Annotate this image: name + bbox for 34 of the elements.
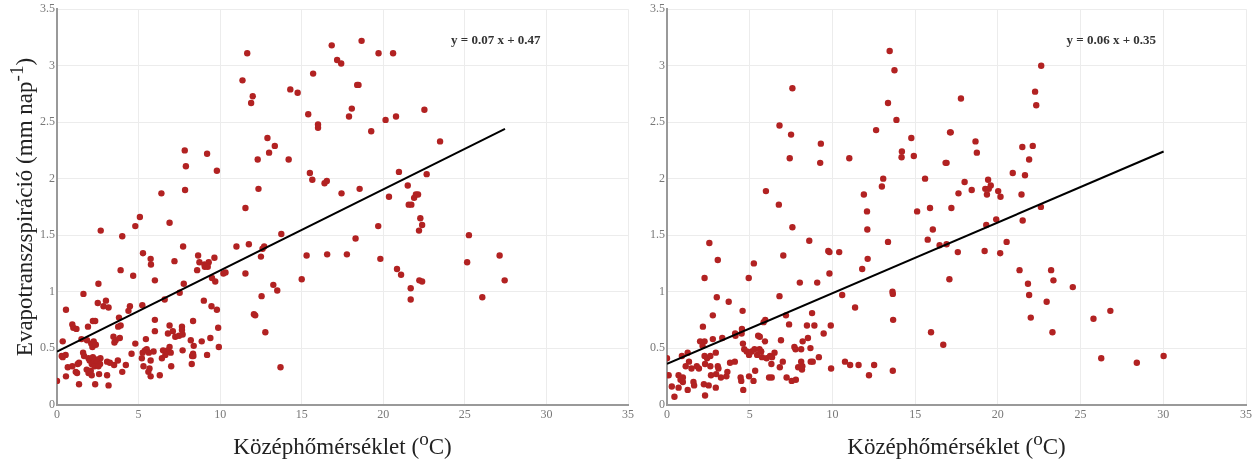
x-axis-title: Középhőmérséklet ($^{o}$C) xyxy=(233,428,452,460)
y-tick-label: 2 xyxy=(659,170,665,185)
y-tick-label: 3 xyxy=(659,57,665,72)
x-tick-label: 20 xyxy=(377,406,390,421)
x-tick-label: 15 xyxy=(295,406,308,421)
y-tick-label: 0.5 xyxy=(40,340,55,355)
x-tick-label: 10 xyxy=(214,406,227,421)
x-tick-label: 20 xyxy=(991,406,1004,421)
y-tick-label: 1 xyxy=(659,283,665,298)
y-tick-label: 0 xyxy=(49,396,55,411)
x-tick-label: 30 xyxy=(1157,406,1170,421)
x-tick-label: 10 xyxy=(826,406,839,421)
y-tick-label: 0.5 xyxy=(650,340,665,355)
x-tick-label: 35 xyxy=(1240,406,1252,421)
x-tick-label: 25 xyxy=(1074,406,1087,421)
y-tick-label: 1.5 xyxy=(40,227,55,242)
y-tick-label: 1 xyxy=(49,283,55,298)
y-tick-label: 2 xyxy=(49,170,55,185)
y-tick-label: 2.5 xyxy=(40,114,55,129)
x-tick-label: 5 xyxy=(135,406,142,421)
annotation: y = 0.06 x + 0.35 xyxy=(1066,32,1157,48)
y-tick-label: 3.5 xyxy=(650,1,665,16)
y-tick-label: 3 xyxy=(49,57,55,72)
x-tick-label: 35 xyxy=(622,406,634,421)
x-tick-label: 5 xyxy=(746,406,753,421)
x-tick-label: 25 xyxy=(458,406,471,421)
x-tick-label: 15 xyxy=(909,406,922,421)
y-tick-label: 2.5 xyxy=(650,114,665,129)
y-tick-label: 3.5 xyxy=(40,1,55,16)
x-axis-title: Középhőmérséklet ($^{o}$C) xyxy=(847,428,1066,460)
y-tick-label: 1.5 xyxy=(650,227,665,242)
annotation: y = 0.07 x + 0.47 xyxy=(450,32,542,48)
x-tick-label: 30 xyxy=(540,406,553,421)
y-tick-label: 0 xyxy=(659,396,665,411)
